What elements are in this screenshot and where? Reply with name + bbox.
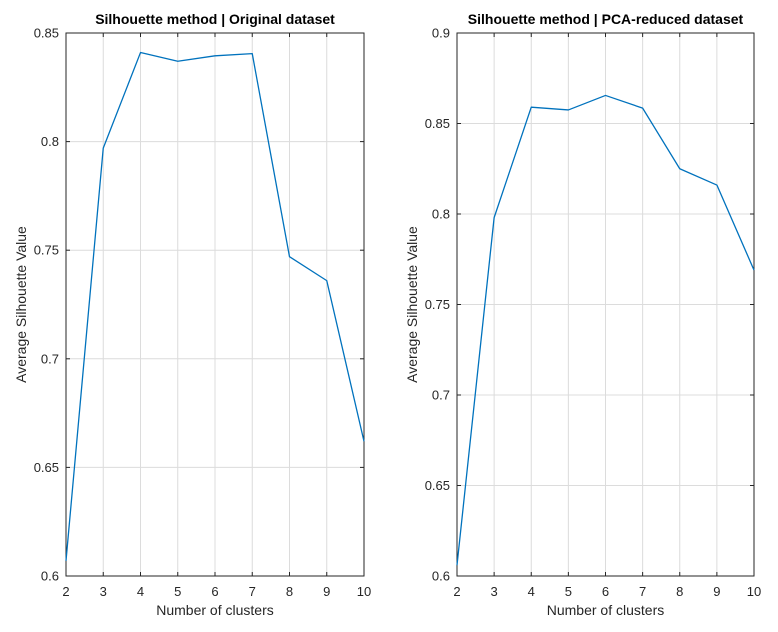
x-tick-label: 5: [174, 584, 181, 599]
data-point: [251, 52, 254, 55]
data-point: [288, 255, 291, 258]
y-tick-label: 0.85: [425, 116, 450, 131]
y-tick-label: 0.75: [425, 297, 450, 312]
data-point: [530, 106, 533, 109]
y-tick-label: 0.65: [425, 478, 450, 493]
y-tick-label: 0.6: [41, 569, 59, 584]
x-tick-label: 6: [602, 584, 609, 599]
data-point: [325, 279, 328, 282]
x-tick-label: 2: [453, 584, 460, 599]
x-tick-label: 7: [639, 584, 646, 599]
x-tick-label: 9: [713, 584, 720, 599]
x-tick-label: 8: [676, 584, 683, 599]
x-tick-label: 7: [249, 584, 256, 599]
data-point: [214, 54, 217, 57]
data-point: [641, 107, 644, 110]
data-point: [604, 94, 607, 97]
x-tick-label: 4: [528, 584, 535, 599]
x-tick-label: 6: [211, 584, 218, 599]
data-point: [715, 184, 718, 187]
y-tick-label: 0.65: [34, 460, 59, 475]
series-line: [65, 51, 365, 561]
y-tick-label: 0.8: [432, 207, 450, 222]
y-axis-label: Average Silhouette Value: [404, 226, 420, 383]
y-tick-label: 0.7: [432, 388, 450, 403]
data-point: [493, 216, 496, 219]
x-tick-label: 3: [100, 584, 107, 599]
y-tick-label: 0.8: [41, 134, 59, 149]
x-tick-label: 3: [491, 584, 498, 599]
y-tick-label: 0.6: [432, 569, 450, 584]
x-tick-label: 2: [62, 584, 69, 599]
data-point: [65, 559, 68, 562]
data-point: [139, 51, 142, 54]
x-axis-label: Number of clusters: [156, 602, 273, 618]
x-tick-label: 9: [323, 584, 330, 599]
data-point: [567, 108, 570, 111]
y-tick-label: 0.7: [41, 351, 59, 366]
data-point: [678, 167, 681, 170]
y-tick-label: 0.9: [432, 26, 450, 41]
chart-panel-1: 2 3 4 5 6 7 8 9 10 0.6 0.65 0.7 0.75 0.8 0.85 Silhouett…: [13, 11, 371, 618]
y-tick-label: 0.75: [34, 243, 59, 258]
chart-title: Silhouette method | PCA-reduced dataset: [468, 11, 744, 27]
series-line: [456, 94, 755, 566]
x-axis-label: Number of clusters: [547, 602, 664, 618]
x-tick-label: 5: [565, 584, 572, 599]
x-tick-label: 10: [747, 584, 761, 599]
data-point: [102, 147, 105, 150]
data-point: [363, 440, 366, 443]
x-tick-label: 4: [137, 584, 144, 599]
y-axis-label: Average Silhouette Value: [13, 226, 29, 383]
data-point: [753, 269, 756, 272]
data-point: [176, 60, 179, 63]
data-point: [456, 564, 459, 567]
chart-panel-2: 2 3 4 5 6 7 8 9 10 0.6 0.65 0.7 0.75 0.8 0.85 0.9 Silhou…: [404, 11, 761, 618]
x-tick-label: 8: [286, 584, 293, 599]
chart-title: Silhouette method | Original dataset: [95, 11, 335, 27]
x-tick-label: 10: [357, 584, 371, 599]
y-tick-label: 0.85: [34, 26, 59, 41]
